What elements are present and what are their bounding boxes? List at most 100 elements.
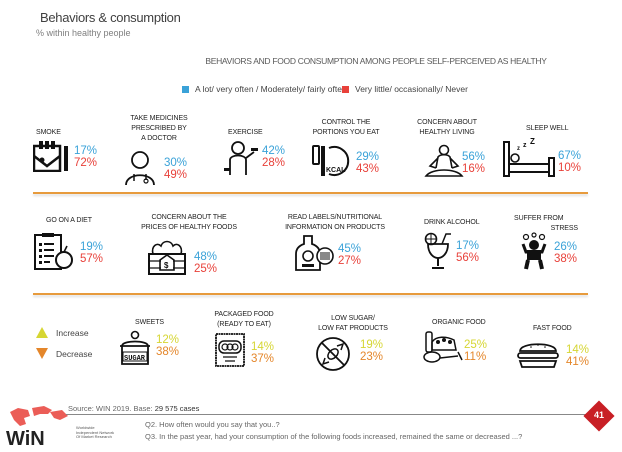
- value-rarely: 57%: [80, 253, 104, 265]
- value-decrease: 38%: [156, 346, 180, 358]
- legend-rarely-label: Very little/ occasionally/ Never: [355, 84, 468, 94]
- legend-rarely: Very little/ occasionally/ Never: [342, 84, 468, 94]
- value-rarely: 10%: [558, 162, 582, 174]
- separator-line: [33, 192, 588, 194]
- value-rarely: 38%: [554, 253, 578, 265]
- meditation-icon: [424, 144, 464, 177]
- behavior-values: 17% 56%: [456, 240, 479, 264]
- value-often: 42%: [262, 145, 286, 157]
- value-rarely: 16%: [462, 163, 486, 175]
- trend-legend-increase: Increase: [36, 327, 89, 338]
- bed-icon: z z Z: [503, 138, 555, 177]
- consumption-label: SWEETS: [135, 319, 164, 326]
- value-rarely: 56%: [456, 252, 480, 264]
- win-logo-icon: WiN: [6, 406, 68, 448]
- cigarette-icon: [33, 141, 68, 172]
- value-often: 17%: [456, 240, 480, 252]
- source-base: 29 575 cases: [154, 404, 200, 413]
- section-heading: BEHAVIORS AND FOOD CONSUMPTION AMONG PEO…: [205, 56, 547, 66]
- behavior-values: 17% 72%: [74, 145, 97, 169]
- legend-swatch-red: [342, 85, 349, 93]
- value-often: 26%: [554, 241, 578, 253]
- organic-food-icon: [423, 331, 463, 363]
- behavior-values: 56% 16%: [462, 151, 485, 175]
- no-candy-icon: [316, 337, 350, 371]
- behavior-values: 45% 27%: [338, 243, 361, 267]
- behavior-label: EXERCISE: [228, 129, 263, 136]
- packaged-food-icon: [215, 333, 245, 367]
- behavior-values: 67% 10%: [558, 150, 581, 174]
- value-often: 67%: [558, 150, 582, 162]
- value-often: 56%: [462, 151, 486, 163]
- consumption-label: FAST FOOD: [533, 325, 572, 332]
- consumption-values: 25% 11%: [464, 339, 487, 363]
- behavior-label: CONCERN ABOUT THE PRICES OF HEALTHY FOODS: [141, 214, 237, 231]
- behavior-label: CONCERN ABOUT HEALTHY LIVING: [417, 119, 477, 136]
- diet-clipboard-icon: [34, 233, 73, 270]
- behavior-label: CONTROL THE PORTIONS YOU EAT: [312, 119, 380, 136]
- behavior-label: SLEEP WELL: [526, 125, 569, 132]
- value-often: 45%: [338, 243, 362, 255]
- behavior-values: 42% 28%: [262, 145, 285, 169]
- legend-swatch-blue: [182, 85, 189, 93]
- question-q2: Q2. How often would you say that you..?: [145, 420, 280, 429]
- page-subtitle: % within healthy people: [36, 28, 131, 38]
- value-increase: 14%: [251, 341, 275, 353]
- svg-text:SUGAR: SUGAR: [124, 355, 146, 363]
- triangle-down-icon: [36, 348, 48, 359]
- svg-text:WiN: WiN: [6, 428, 45, 448]
- svg-text:$: $: [164, 261, 169, 270]
- consumption-values: 19% 23%: [360, 339, 383, 363]
- question-q3: Q3. In the past year, had your consumpti…: [145, 432, 523, 441]
- behavior-values: 48% 25%: [194, 251, 217, 275]
- increase-label: Increase: [56, 327, 89, 338]
- value-decrease: 41%: [566, 356, 590, 368]
- value-increase: 19%: [360, 339, 384, 351]
- behavior-label: READ LABELS/NUTRITIONAL INFORMATION ON PR…: [285, 214, 385, 231]
- svg-text:KCAL: KCAL: [326, 167, 346, 174]
- value-rarely: 25%: [194, 263, 218, 275]
- behavior-values: 19% 57%: [80, 241, 103, 265]
- value-increase: 25%: [464, 339, 488, 351]
- consumption-label: LOW SUGAR/LOW FAT PRODUCTS: [318, 315, 388, 332]
- value-decrease: 11%: [464, 351, 487, 363]
- svg-text:z: z: [517, 146, 520, 152]
- cocktail-icon: [424, 232, 451, 269]
- value-rarely: 43%: [356, 163, 380, 175]
- value-rarely: 27%: [338, 255, 362, 267]
- page-title: Behaviors & consumption: [40, 10, 181, 25]
- bottle-barcode-icon: [295, 235, 334, 271]
- behavior-label: TAKE MEDICINES PRESCRIBED BY A DOCTOR: [130, 115, 188, 142]
- behavior-values: 26% 38%: [554, 241, 577, 265]
- trend-legend-decrease: Decrease: [36, 348, 92, 359]
- value-often: 29%: [356, 151, 380, 163]
- source-note: Source: WIN 2019. Base: 29 575 cases: [68, 404, 200, 413]
- burger-icon: [517, 343, 559, 368]
- consumption-label: PACKAGED FOOD (READY TO EAT): [214, 311, 274, 328]
- value-decrease: 37%: [251, 353, 275, 365]
- value-often: 17%: [74, 145, 98, 157]
- value-rarely: 28%: [262, 157, 286, 169]
- behavior-values: 30% 49%: [164, 157, 187, 181]
- sugar-jar-icon: SUGAR: [120, 330, 150, 365]
- svg-text:z: z: [523, 142, 527, 149]
- behavior-label: SMOKE: [36, 129, 61, 136]
- behavior-values: 29% 43%: [356, 151, 379, 175]
- consumption-values: 12% 38%: [156, 334, 179, 358]
- triangle-up-icon: [36, 327, 48, 338]
- page-number: 41: [593, 410, 604, 420]
- decrease-label: Decrease: [56, 348, 93, 359]
- value-rarely: 49%: [164, 169, 188, 181]
- consumption-values: 14% 37%: [251, 341, 274, 365]
- value-often: 19%: [80, 241, 104, 253]
- behavior-label: SUFFER FROM STRESS: [514, 215, 578, 232]
- legend-often: A lot/ very often / Moderately/ fairly o…: [182, 84, 347, 94]
- footer-divider: [66, 414, 586, 415]
- vegetable-crate-icon: $: [148, 240, 186, 275]
- separator-line: [33, 293, 588, 295]
- consumption-values: 14% 41%: [566, 344, 589, 368]
- behavior-label: GO ON A DIET: [46, 217, 92, 224]
- value-often: 48%: [194, 251, 218, 263]
- svg-text:Z: Z: [530, 138, 535, 146]
- value-often: 30%: [164, 157, 188, 169]
